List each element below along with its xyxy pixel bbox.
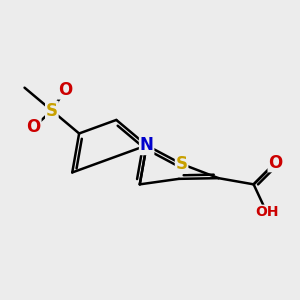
Text: OH: OH bbox=[255, 205, 278, 219]
Text: O: O bbox=[26, 118, 41, 136]
Text: N: N bbox=[140, 136, 154, 154]
Text: S: S bbox=[176, 155, 188, 173]
Text: O: O bbox=[58, 81, 72, 99]
Text: S: S bbox=[46, 102, 58, 120]
Text: O: O bbox=[268, 154, 283, 172]
